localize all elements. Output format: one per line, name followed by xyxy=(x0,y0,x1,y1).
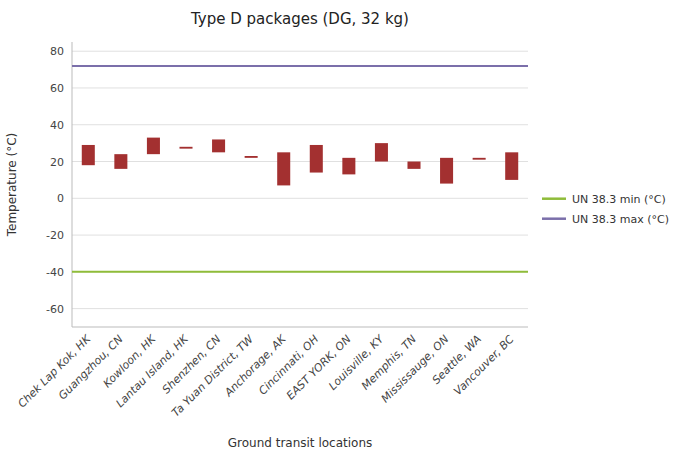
grid-line xyxy=(72,124,528,125)
reference-line xyxy=(72,271,528,273)
bar xyxy=(310,145,323,173)
bar xyxy=(245,156,258,158)
bar xyxy=(440,158,453,184)
y-tick-label: 40 xyxy=(50,119,64,132)
x-tick-label: Vancouver, BC xyxy=(451,332,516,397)
y-tick-label: -20 xyxy=(46,229,64,242)
grid-line xyxy=(72,87,528,88)
y-tick-label: 60 xyxy=(50,82,64,95)
y-tick-label: -60 xyxy=(46,303,64,316)
x-axis-label: Ground transit locations xyxy=(228,436,373,450)
bar xyxy=(505,152,518,180)
grid xyxy=(72,51,528,308)
bar xyxy=(375,143,388,161)
bar xyxy=(342,158,355,175)
bar xyxy=(82,145,95,165)
legend: UN 38.3 min (°C) UN 38.3 max (°C) xyxy=(542,193,669,226)
grid-line xyxy=(72,271,528,272)
y-axis-line xyxy=(72,42,73,327)
background xyxy=(0,0,678,455)
legend-label: UN 38.3 min (°C) xyxy=(572,193,666,206)
chart: Type D packages (DG, 32 kg) -60 -40 -20 0 20 4… xyxy=(0,0,678,455)
x-tick-label: Louisville, KY xyxy=(326,332,387,393)
legend-swatch xyxy=(542,217,566,220)
bar xyxy=(277,152,290,185)
grid-line xyxy=(72,198,528,199)
legend-swatch xyxy=(542,197,566,200)
bar xyxy=(147,138,160,155)
grid-line xyxy=(72,235,528,236)
grid-line xyxy=(72,308,528,309)
grid-line xyxy=(72,161,528,162)
y-tick-label: 0 xyxy=(57,192,64,205)
reference-line xyxy=(72,65,528,67)
bar xyxy=(179,147,192,149)
bar xyxy=(407,162,420,169)
x-tick-label: Memphis, TN xyxy=(359,333,419,393)
y-tick-label: 80 xyxy=(50,45,64,58)
bar xyxy=(212,139,225,152)
plot-area xyxy=(72,66,528,272)
y-tick-label: 20 xyxy=(50,156,64,169)
bar xyxy=(114,154,127,169)
x-axis-line xyxy=(72,327,528,328)
y-axis-label: Temperature (°C) xyxy=(5,133,19,238)
title: Type D packages (DG, 32 kg) xyxy=(190,10,409,28)
y-tick-label: -40 xyxy=(46,266,64,279)
bar xyxy=(473,158,486,160)
legend-label: UN 38.3 max (°C) xyxy=(572,213,669,226)
grid-line xyxy=(72,51,528,52)
